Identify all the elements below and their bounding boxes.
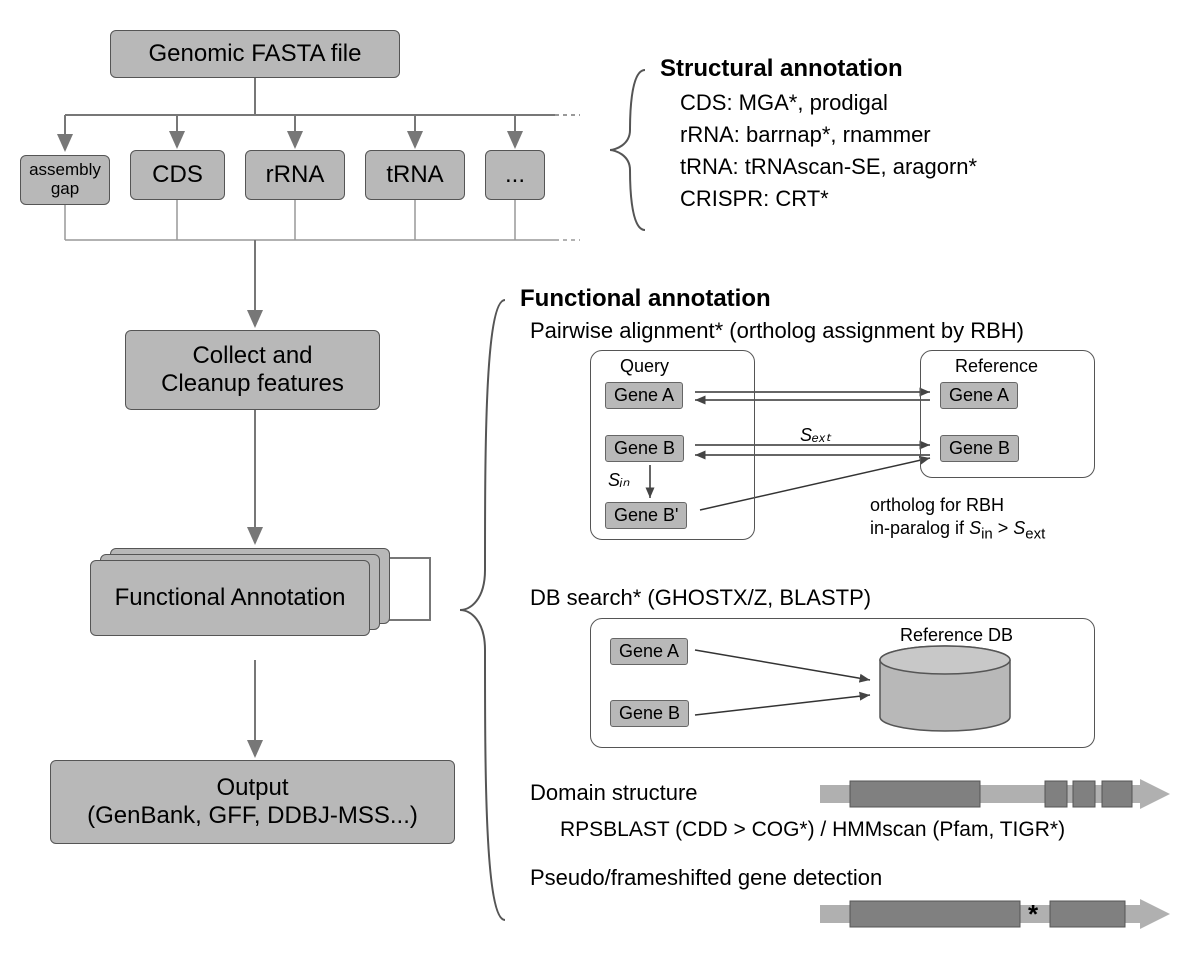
functional-title: Functional annotation xyxy=(520,285,771,313)
pairwise-note2: in-paralog if Sin > Sext xyxy=(870,518,1045,543)
pairwise-sext: Sₑₓₜ xyxy=(800,425,831,446)
node-output: Output (GenBank, GFF, DDBJ-MSS...) xyxy=(50,760,455,844)
label-cds: CDS xyxy=(152,161,203,189)
domain-detail: RPSBLAST (CDD > COG*) / HMMscan (Pfam, T… xyxy=(560,818,1065,842)
node-collect: Collect and Cleanup features xyxy=(125,330,380,410)
structural-title-text: Structural annotation xyxy=(660,55,903,82)
label-trna: tRNA xyxy=(386,161,443,189)
pairwise-query-label: Query xyxy=(620,356,669,377)
node-functional: Functional Annotation xyxy=(90,560,370,636)
pseudo-label: Pseudo/frameshifted gene detection xyxy=(530,865,882,891)
domain-structure-icon xyxy=(820,775,1180,815)
node-assembly-gap: assembly gap xyxy=(20,155,110,205)
pairwise-label: Pairwise alignment* (ortholog assignment… xyxy=(530,318,1024,344)
structural-line-2: tRNA: tRNAscan-SE, aragorn* xyxy=(680,154,977,180)
pairwise-note2-text: in-paralog if Sin > Sext xyxy=(870,518,1045,538)
structural-line-1: rRNA: barrnap*, rnammer xyxy=(680,122,931,148)
pairwise-ref-gene-b: Gene B xyxy=(940,435,1019,462)
node-dots: ... xyxy=(485,150,545,200)
node-rrna: rRNA xyxy=(245,150,345,200)
structural-line-3: CRISPR: CRT* xyxy=(680,186,829,212)
pairwise-query-gene-a: Gene A xyxy=(605,382,683,409)
label-collect: Collect and Cleanup features xyxy=(161,342,344,398)
label-rrna: rRNA xyxy=(266,161,325,189)
domain-label: Domain structure xyxy=(530,780,698,806)
label-output: Output (GenBank, GFF, DDBJ-MSS...) xyxy=(87,774,418,830)
node-cds: CDS xyxy=(130,150,225,200)
pairwise-sin: Sᵢₙ xyxy=(608,470,629,491)
pairwise-query-gene-b: Gene B xyxy=(605,435,684,462)
pairwise-query-gene-bp: Gene B' xyxy=(605,502,687,529)
dbsearch-gene-b: Gene B xyxy=(610,700,689,727)
dbsearch-gene-a: Gene A xyxy=(610,638,688,665)
svg-text:*: * xyxy=(1028,899,1039,929)
pairwise-ref-label: Reference xyxy=(955,356,1038,377)
structural-line-0: CDS: MGA*, prodigal xyxy=(680,90,888,116)
label-dots: ... xyxy=(505,161,525,189)
label-assembly-gap: assembly gap xyxy=(29,161,101,198)
structural-title: Structural annotation xyxy=(660,55,903,83)
label-functional: Functional Annotation xyxy=(115,584,346,612)
pairwise-note1: ortholog for RBH xyxy=(870,495,1004,516)
db-cylinder-icon xyxy=(870,642,1020,742)
dbsearch-label: DB search* (GHOSTX/Z, BLASTP) xyxy=(530,585,871,611)
pairwise-ref-gene-a: Gene A xyxy=(940,382,1018,409)
node-trna: tRNA xyxy=(365,150,465,200)
pseudo-gene-icon: * xyxy=(820,895,1180,935)
